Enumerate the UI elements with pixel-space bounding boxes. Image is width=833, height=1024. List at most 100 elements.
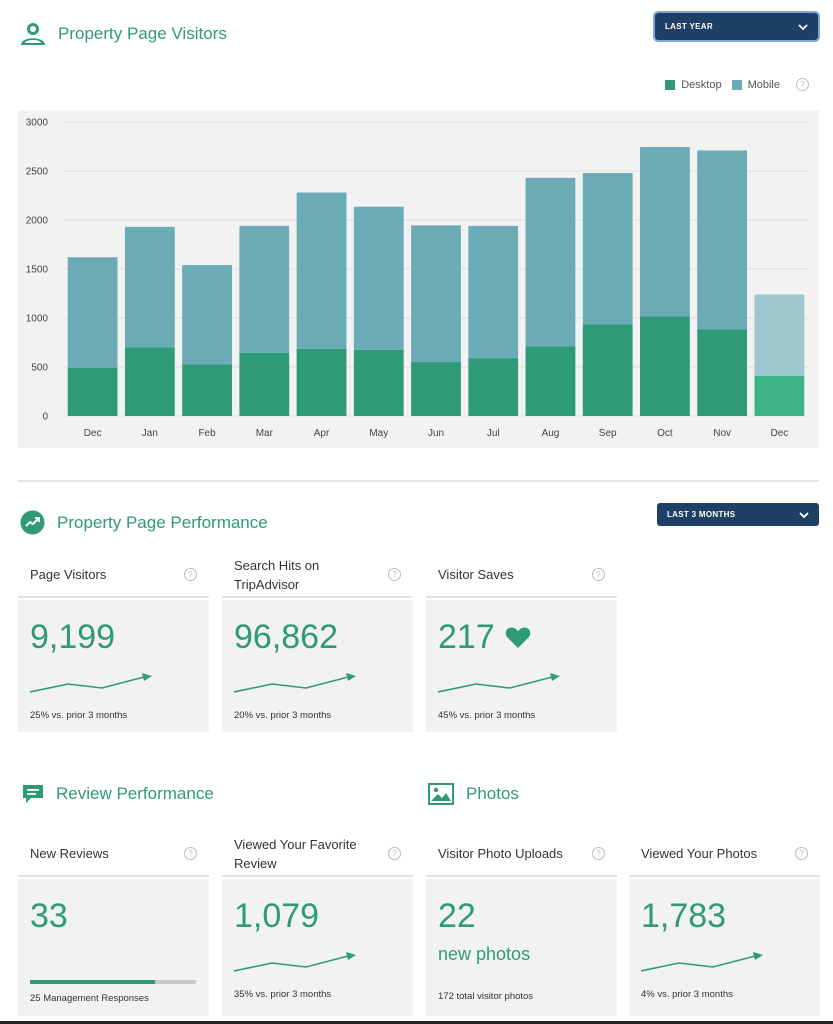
- x-tick-label: Apr: [314, 428, 330, 439]
- card-value-row: 217: [438, 618, 531, 657]
- visitors-period-dropdown[interactable]: LAST YEAR: [653, 11, 820, 42]
- x-tick-label: Jan: [142, 428, 158, 439]
- performance-period-dropdown[interactable]: LAST 3 MONTHS: [657, 503, 819, 526]
- card-header-viewed-photos: Viewed Your Photos ?: [629, 832, 820, 877]
- bar-mobile: [697, 150, 748, 330]
- bar-mobile: [582, 172, 633, 325]
- card-header-visitor-saves: Visitor Saves ?: [426, 553, 617, 598]
- y-tick-label: 2500: [26, 167, 49, 178]
- card-note: 172 total visitor photos: [438, 991, 534, 1002]
- card-header-search-hits: Search Hits on TripAdvisor ?: [222, 553, 413, 598]
- bar-mobile: [124, 226, 175, 348]
- card-value: 96,862: [234, 618, 338, 656]
- bar-desktop: [353, 349, 404, 416]
- card-note: 25% vs. prior 3 months: [30, 710, 128, 721]
- card-note: 45% vs. prior 3 months: [438, 710, 536, 721]
- x-tick-label: Jul: [487, 428, 500, 439]
- card-value: 33: [30, 897, 68, 935]
- y-tick-label: 500: [31, 363, 48, 374]
- bar-mobile: [67, 257, 118, 368]
- performance-period-label: LAST 3 MONTHS: [667, 510, 736, 519]
- bar-mobile: [353, 206, 404, 350]
- card-header-new-reviews: New Reviews ?: [18, 832, 209, 877]
- card-photo-uploads: 22 new photos 172 total visitor photos: [426, 879, 617, 1016]
- card-value: 22: [438, 897, 476, 935]
- card-label: Visitor Saves: [438, 567, 514, 582]
- x-tick-label: Sep: [599, 428, 617, 439]
- card-label: New Reviews: [30, 846, 109, 861]
- bar-mobile: [182, 265, 232, 365]
- card-note: 20% vs. prior 3 months: [234, 710, 332, 721]
- card-label: Page Visitors: [30, 567, 107, 582]
- help-icon[interactable]: ?: [592, 568, 605, 581]
- heart-icon: [505, 627, 530, 648]
- performance-section-title: Property Page Performance: [20, 510, 268, 535]
- card-label: Visitor Photo Uploads: [438, 846, 563, 861]
- trend-sparkline: [234, 952, 356, 972]
- y-tick-label: 1000: [26, 314, 49, 325]
- y-tick-label: 1500: [26, 265, 49, 276]
- x-tick-label: Mar: [256, 428, 274, 439]
- card-header-page-visitors: Page Visitors ?: [18, 553, 209, 598]
- card-viewed-photos: 1,783 4% vs. prior 3 months: [629, 879, 820, 1016]
- help-icon[interactable]: ?: [184, 847, 197, 860]
- chat-bubble-icon: [23, 785, 43, 803]
- help-icon[interactable]: ?: [796, 78, 809, 91]
- bar-desktop: [67, 367, 118, 416]
- bar-desktop: [182, 364, 232, 416]
- legend-swatch-mobile: [731, 79, 742, 90]
- x-tick-label: May: [369, 428, 388, 439]
- help-icon[interactable]: ?: [388, 568, 401, 581]
- x-tick-label: Feb: [198, 428, 216, 439]
- chart-legend: Desktop Mobile ?: [665, 78, 809, 91]
- visitors-title: Property Page Visitors: [58, 24, 227, 43]
- bar-desktop: [124, 347, 175, 416]
- card-label: Viewed Your Photos: [641, 846, 758, 861]
- x-tick-label: Jun: [428, 428, 444, 439]
- help-icon[interactable]: ?: [592, 847, 605, 860]
- card-value: 9,199: [30, 618, 116, 656]
- bar-desktop: [296, 348, 347, 416]
- visitors-chart-panel: 0 500 1000 1500 2000 2500 3000 Dec Jan Feb Mar Apr M…: [18, 110, 819, 448]
- reviews-title: Review Performance: [56, 784, 214, 803]
- trend-sparkline: [641, 952, 763, 972]
- reviews-section-title: Review Performance: [22, 783, 214, 805]
- legend-desktop: Desktop: [681, 78, 722, 91]
- x-tick-label: Oct: [657, 428, 673, 439]
- card-note: 25 Management Responses: [30, 993, 149, 1004]
- card-note: 4% vs. prior 3 months: [641, 989, 733, 1000]
- responses-progress-fill: [30, 980, 155, 984]
- card-header-photo-uploads: Visitor Photo Uploads ?: [426, 832, 617, 877]
- card-value: 1,783: [641, 897, 727, 935]
- visitors-period-label: LAST YEAR: [665, 22, 713, 31]
- responses-progress-track: [30, 980, 196, 984]
- card-subvalue: new photos: [438, 944, 531, 964]
- x-tick-label: Dec: [770, 428, 788, 439]
- section-divider: [18, 480, 819, 482]
- bar-desktop: [411, 362, 461, 416]
- visitors-section-title: Property Page Visitors: [20, 22, 227, 46]
- y-tick-label: 0: [42, 412, 48, 423]
- bar-mobile: [640, 146, 690, 317]
- bar-mobile: [754, 294, 805, 376]
- help-icon[interactable]: ?: [795, 847, 808, 860]
- bar-mobile: [525, 177, 576, 347]
- trend-sparkline: [234, 673, 356, 693]
- card-visitor-saves: 217 45% vs. prior 3 months: [426, 600, 617, 732]
- bar-mobile: [411, 225, 461, 363]
- help-icon[interactable]: ?: [388, 847, 401, 860]
- image-icon: [428, 783, 454, 805]
- x-tick-label: Dec: [84, 428, 102, 439]
- visitors-chart: 0 500 1000 1500 2000 2500 3000 Dec Jan Feb Mar Apr M…: [26, 118, 808, 439]
- bar-desktop: [640, 316, 690, 416]
- card-favorite-review: 1,079 35% vs. prior 3 months: [222, 879, 413, 1016]
- bar-desktop: [239, 352, 290, 416]
- bar-mobile: [239, 225, 290, 353]
- performance-title: Property Page Performance: [57, 512, 268, 532]
- legend-swatch-desktop: [665, 79, 676, 90]
- card-label: Search Hits on TripAdvisor: [234, 557, 320, 592]
- card-value: 1,079: [234, 897, 320, 935]
- bar-desktop: [754, 375, 805, 416]
- help-icon[interactable]: ?: [184, 568, 197, 581]
- bar-desktop: [697, 329, 748, 416]
